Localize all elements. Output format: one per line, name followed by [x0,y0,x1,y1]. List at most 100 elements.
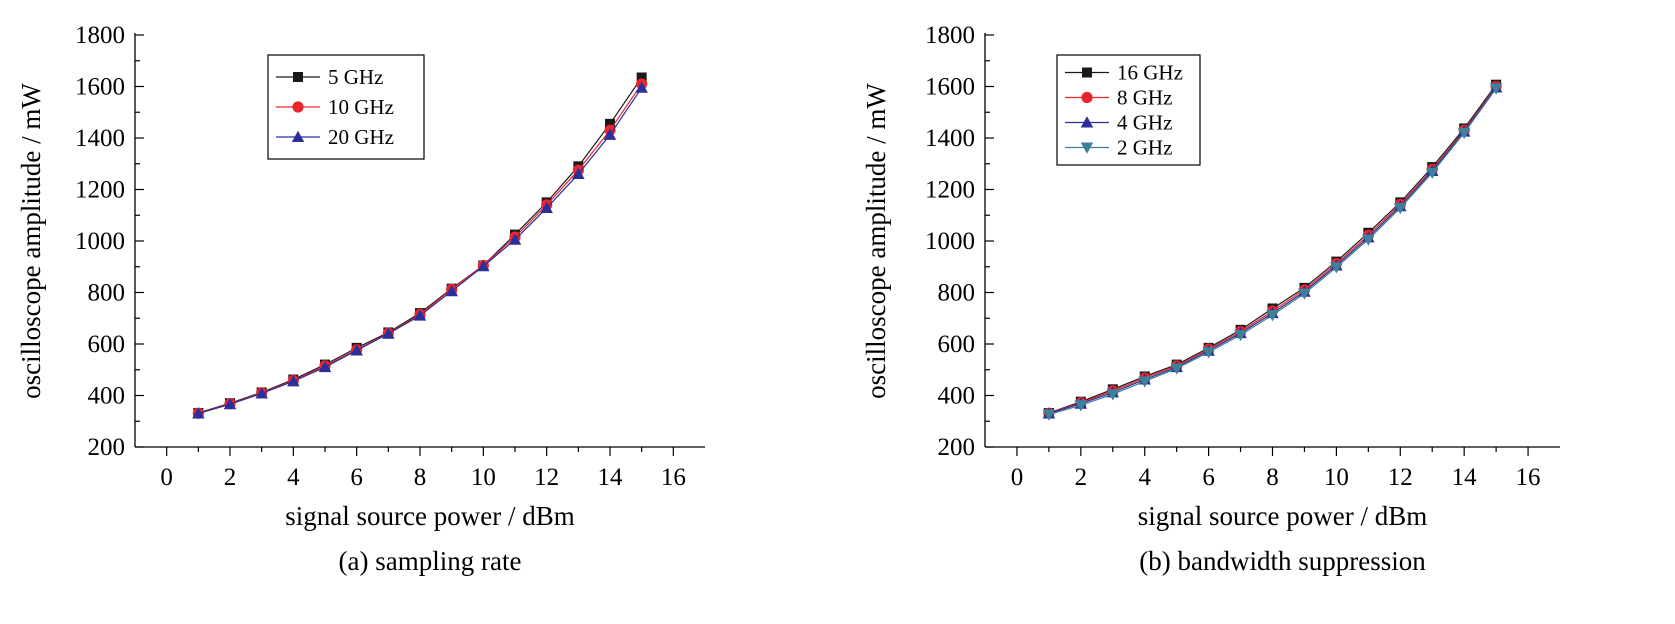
chart-caption: (b) bandwidth suppression [1139,546,1426,576]
legend-item-16-ghz: 16 GHz [1065,61,1183,85]
y-tick-label: 1800 [925,22,975,49]
data-point [636,72,647,83]
data-point [1362,234,1375,246]
data-point [1234,329,1247,342]
legend-marker [293,72,303,82]
y-tick-label: 1000 [925,228,975,255]
data-point [603,128,617,140]
y-tick-label: 1000 [75,228,125,255]
y-tick-label: 200 [88,434,126,461]
data-point [1106,389,1120,401]
legend-box [1056,54,1201,166]
legend-item-5-ghz: 5 GHz [276,65,383,89]
data-point [1394,203,1407,215]
y-tick-label: 1600 [925,74,975,101]
x-tick-label: 6 [350,464,363,491]
data-point [1170,363,1183,375]
x-axis-title: signal source power / dBm [285,501,574,531]
data-point [1330,262,1343,274]
legend-label: 2 GHz [1117,136,1172,160]
legend-marker [1080,116,1094,128]
y-tick-label: 1800 [75,22,125,49]
y-tick-label: 1200 [925,177,975,204]
y-tick-label: 400 [938,383,976,410]
y-axis-title: oscilloscope amplitude / mW [16,83,46,399]
data-point [508,233,522,245]
data-point [1042,409,1056,421]
legend-marker [291,130,305,142]
x-axis-title: signal source power / dBm [1138,501,1427,531]
data-point [1138,376,1151,388]
y-tick-label: 600 [938,331,976,358]
chart-sampling-rate: 200 400 600 800 1000 1200 1400 1600 1800 0 2 4 6 8 10 1… [16,22,705,576]
data-point [318,360,332,373]
legend-label: 20 GHz [328,125,394,149]
y-tick-label: 800 [938,280,976,307]
x-tick-label: 14 [598,464,624,491]
legend-item-8-ghz: 8 GHz [1065,86,1172,110]
legend-item-20-ghz: 20 GHz [276,125,394,149]
legend-label: 16 GHz [1117,61,1183,85]
data-point [413,309,427,321]
legend: 5 GHz 10 GHz 20 GHz [267,54,425,160]
x-tick-label: 12 [534,464,559,491]
x-tick-label: 16 [1516,464,1541,491]
legend-marker [1081,91,1093,104]
legend-marker [292,101,304,113]
data-point [223,398,237,410]
y-tick-label: 1400 [75,125,125,152]
x-tick-label: 2 [1075,464,1088,491]
data-point [445,284,458,297]
data-point [192,407,205,419]
legend-label: 10 GHz [328,95,394,119]
chart-bandwidth-suppression: 200 400 600 800 1000 1200 1400 1600 1800 0 2 4 6 8 10 1… [861,22,1560,576]
data-point [477,259,490,272]
data-point [635,81,648,93]
data-point [350,344,363,356]
x-tick-label: 4 [1138,464,1151,491]
legend-label: 5 GHz [328,65,383,89]
x-tick-label: 10 [471,464,496,491]
data-point [1489,83,1503,95]
legend-marker [1082,67,1092,78]
data-point [540,201,553,214]
data-point [1202,347,1215,359]
x-tick-label: 16 [661,464,686,491]
data-point [1425,167,1439,180]
x-tick-label: 0 [160,464,173,491]
data-point [255,387,268,399]
legend-label: 8 GHz [1117,86,1172,110]
data-point [1457,127,1471,140]
x-tick-label: 8 [414,464,427,491]
chart-caption: (a) sampling rate [339,546,522,576]
data-point [572,167,585,180]
x-tick-label: 2 [224,464,237,491]
x-tick-label: 4 [287,464,300,491]
y-tick-label: 400 [88,383,126,410]
data-point [1074,400,1088,412]
chart-panel-bandwidth-suppression: 200 400 600 800 1000 1200 1400 1600 1800 0 2 4 6 8 10 1… [845,0,1675,624]
x-tick-label: 0 [1011,464,1024,491]
data-point [1298,288,1311,300]
y-tick-label: 1200 [75,177,125,204]
data-point [287,375,300,387]
chart-panel-sampling-rate: 200 400 600 800 1000 1200 1400 1600 1800 0 2 4 6 8 10 1… [0,0,830,624]
x-tick-label: 8 [1266,464,1279,491]
y-tick-label: 1400 [925,125,975,152]
x-tick-label: 12 [1388,464,1413,491]
y-axis-title: oscilloscope amplitude / mW [861,83,891,399]
data-point [1266,310,1279,322]
series-20-ghz [192,81,648,419]
y-tick-label: 1600 [75,74,125,101]
legend-label: 4 GHz [1117,111,1172,135]
legend-item-10-ghz: 10 GHz [276,95,394,119]
data-point [605,118,615,129]
legend-item-4-ghz: 4 GHz [1065,111,1172,135]
legend-marker [1080,142,1094,154]
legend-item-2-ghz: 2 GHz [1065,136,1172,160]
data-point [382,327,395,339]
y-tick-label: 200 [938,434,976,461]
x-tick-label: 6 [1202,464,1215,491]
x-tick-label: 14 [1452,464,1478,491]
